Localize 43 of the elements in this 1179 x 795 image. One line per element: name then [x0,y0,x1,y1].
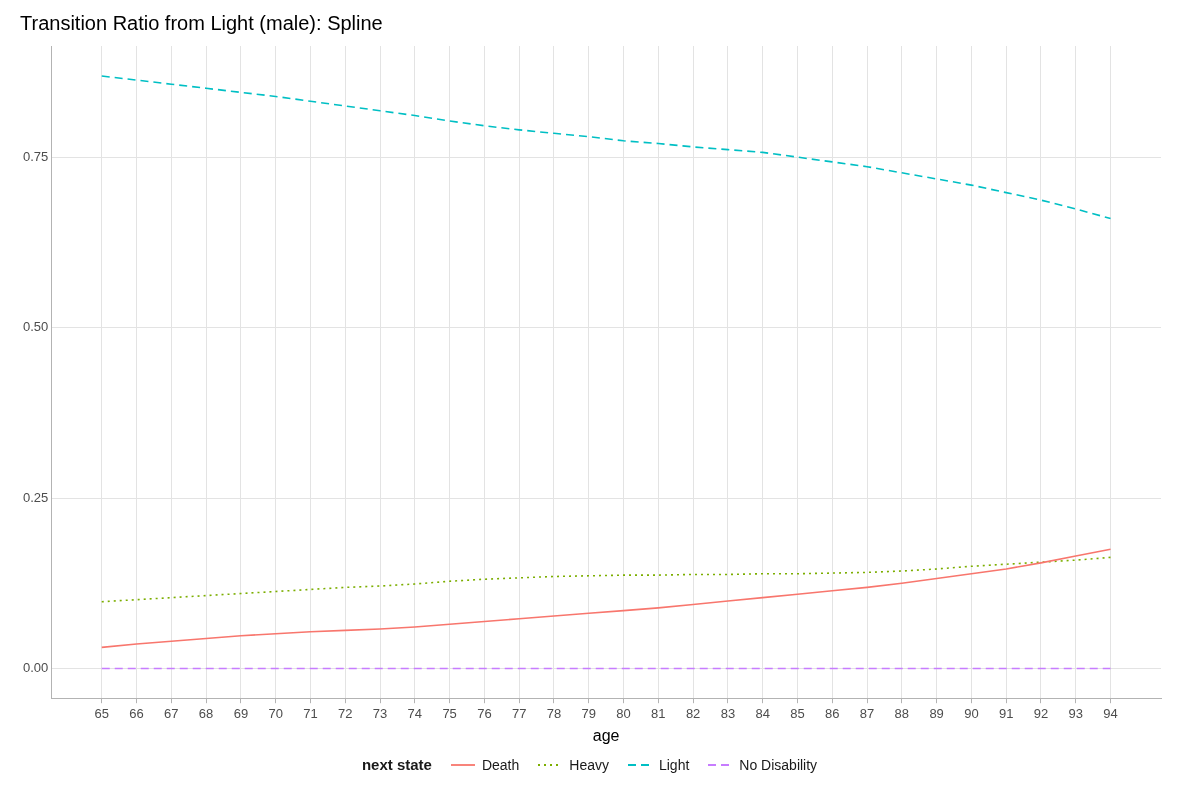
x-tick-label: 82 [685,705,701,721]
x-tick-label: 67 [164,705,179,721]
x-tick-label: 94 [1103,705,1118,721]
x-tick-label: 90 [964,705,979,721]
x-tick-label: 75 [442,705,457,721]
x-tick-label: 71 [303,705,318,721]
x-tick-label: 92 [1033,705,1049,721]
x-tick-label: 93 [1068,705,1084,721]
legend-label: No Disability [739,756,818,773]
line-series [100,75,1112,220]
x-tick-label: 89 [929,705,944,721]
x-tick-label: 69 [233,705,249,721]
x-axis-title: age [592,726,620,744]
legend-label: Death [481,756,520,773]
x-tick-label: 70 [268,705,283,721]
line-series [100,556,1112,603]
y-tick-label: 0.25 [22,489,49,505]
x-tick-label: 81 [651,705,666,721]
legend-title: next state [361,756,432,773]
y-tick-label: 0.50 [22,319,49,335]
x-tick-label: 78 [546,705,562,721]
x-tick-label: 68 [198,705,214,721]
x-tick-label: 65 [94,705,109,721]
x-tick-label: 80 [616,705,631,721]
x-tick-label: 86 [825,705,840,721]
legend-label: Light [658,756,690,773]
y-tick-label: 0.00 [22,660,49,676]
x-tick-label: 66 [129,705,144,721]
chart-title: Transition Ratio from Light (male): Spline [20,11,383,34]
x-tick-label: 79 [581,705,596,721]
x-tick-label: 73 [372,705,388,721]
x-tick-label: 74 [407,705,423,721]
legend-label: Heavy [569,756,609,773]
x-tick-label: 84 [755,705,770,721]
x-tick-label: 88 [894,705,910,721]
x-tick-label: 91 [998,705,1014,721]
x-tick-label: 83 [720,705,736,721]
x-tick-label: 77 [511,705,527,721]
x-tick-label: 72 [338,705,353,721]
x-tick-label: 87 [859,705,875,721]
y-tick-label: 0.75 [22,148,49,164]
x-tick-label: 85 [790,705,805,721]
x-tick-label: 76 [477,705,492,721]
